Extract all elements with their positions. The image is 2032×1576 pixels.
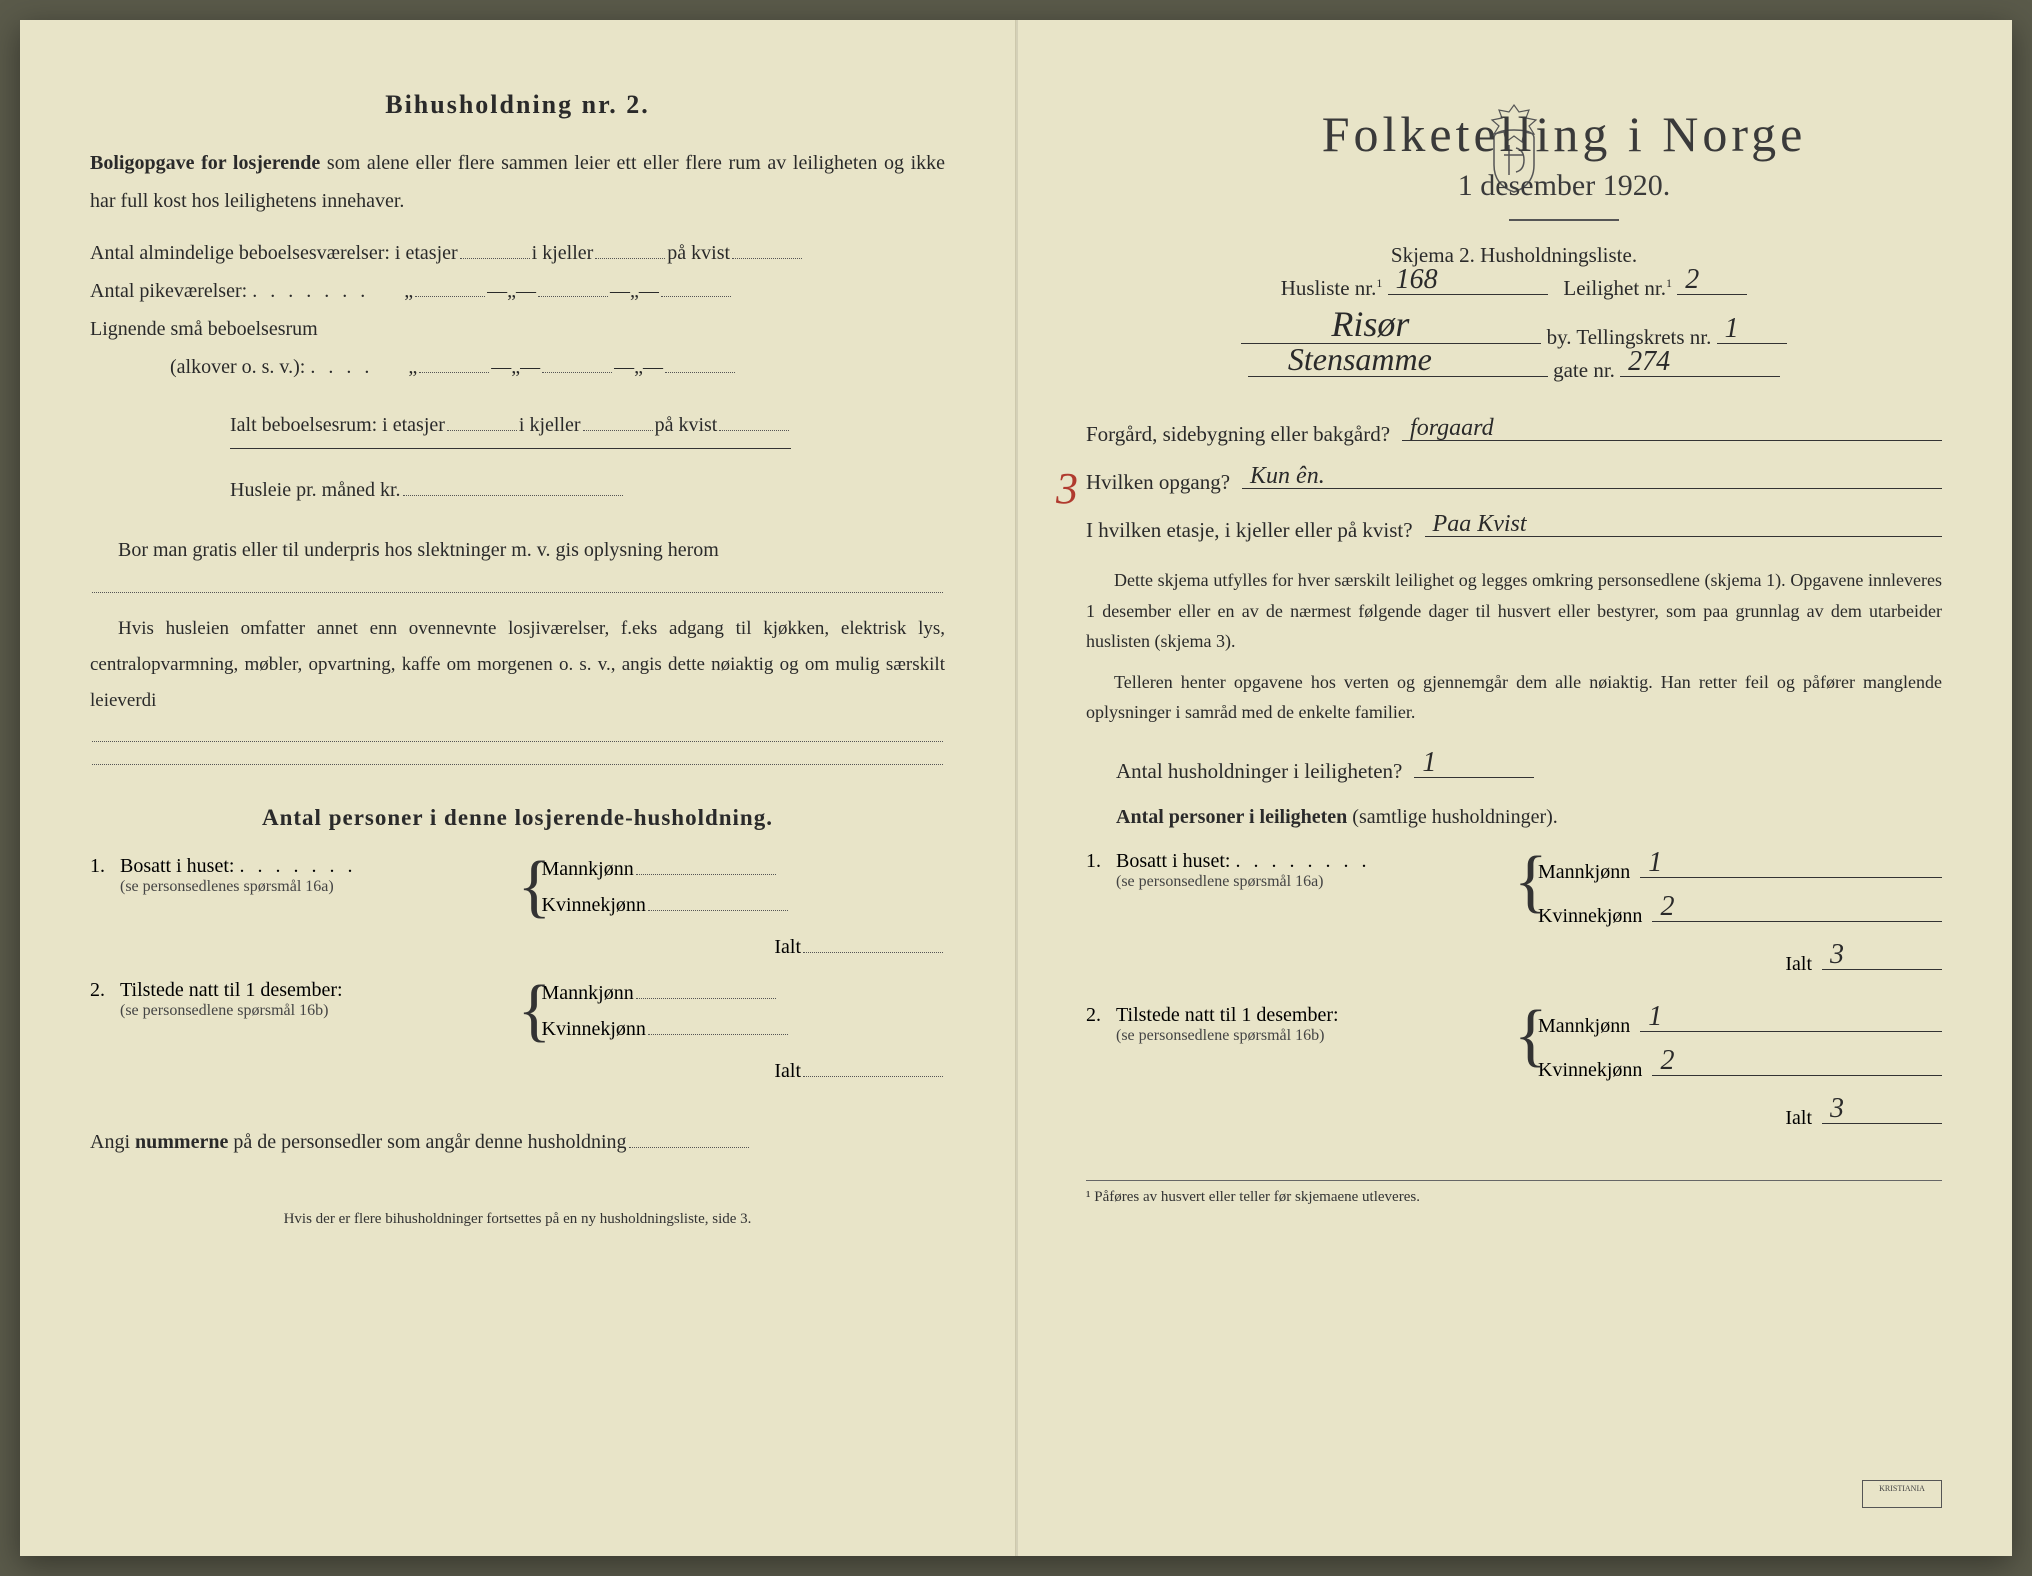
kvinne1-value: 2 (1660, 891, 1674, 923)
sub-title: 1 desember 1920. (1186, 169, 1942, 203)
printer-stamp: KRISTIANIA (1862, 1480, 1942, 1508)
angi-line: Angi nummerne på de personsedler som ang… (90, 1123, 945, 1161)
instructions-1: Dette skjema utfylles for hver særskilt … (1086, 565, 1942, 657)
leilighet-value: 2 (1685, 264, 1699, 296)
left-q1: Bosatt i huset: (120, 855, 234, 877)
left-q2: Tilstede natt til 1 desember: (120, 979, 343, 1001)
antal-hush-value: 1 (1422, 747, 1436, 779)
lignende-line2: (alkover o. s. v.): . . . . „—„——„— (170, 348, 945, 386)
left-q1-row: 1.Bosatt i huset: . . . . . . . (se pers… (90, 855, 945, 969)
by-value: Risør (1331, 303, 1409, 345)
right-q1: Bosatt i huset: (1116, 850, 1230, 872)
main-title: Folketelling i Norge (1186, 105, 1942, 163)
schema-line: Skjema 2. Husholdningsliste. (1086, 243, 1942, 268)
mann2-value: 1 (1648, 1001, 1662, 1033)
left-q2-row: 2.Tilstede natt til 1 desember: (se pers… (90, 979, 945, 1093)
boligopgave-para: Boligopgave for losjerende som alene ell… (90, 144, 945, 220)
boligopgave-bold: Boligopgave for losjerende (90, 152, 320, 174)
right-q1-sub: (se personsedlene spørsmål 16a) (1116, 873, 1514, 891)
right-footnote: ¹ Påføres av husvert eller teller før sk… (1086, 1189, 1942, 1206)
right-q2: Tilstede natt til 1 desember: (1116, 1004, 1339, 1026)
gratis-para: Bor man gratis eller til underpris hos s… (90, 531, 945, 593)
right-page: Folketelling i Norge 1 desember 1920. Sk… (1016, 20, 2012, 1556)
brace-icon: { (518, 855, 552, 918)
left-page: Bihusholdning nr. 2. Boligopgave for los… (20, 20, 1016, 1556)
ialt2-value: 3 (1830, 1093, 1844, 1125)
by-line: Risør by. Tellingskrets nr. 1 (1086, 325, 1942, 350)
kvinne2-value: 2 (1660, 1045, 1674, 1077)
brace-icon: { (518, 979, 552, 1042)
lignende-line1: Lignende små beboelsesrum (90, 310, 945, 348)
brace-icon: { (1514, 1004, 1548, 1067)
mann1-value: 1 (1648, 847, 1662, 879)
left-subheading: Antal personer i denne losjerende-hushol… (90, 805, 945, 831)
right-q1-row: 1.Bosatt i huset: . . . . . . . . (se pe… (1086, 850, 1942, 986)
etasje-value: Paa Kvist (1433, 511, 1527, 538)
gate-nr-value: 274 (1628, 346, 1670, 378)
husliste-line: Husliste nr.1 168 Leilighet nr.1 2 (1086, 276, 1942, 301)
opgang-value: Kun ên. (1250, 463, 1325, 490)
krets-value: 1 (1725, 313, 1739, 345)
left-q2-sub: (se personsedlene spørsmål 16b) (120, 1002, 518, 1020)
etasje-line: I hvilken etasje, i kjeller eller på kvi… (1086, 509, 1942, 543)
gate-line: Stensamme gate nr. 274 (1086, 358, 1942, 383)
instructions-2: Telleren henter opgavene hos verten og g… (1086, 667, 1942, 728)
antal-hush-line: Antal husholdninger i leiligheten? 1 (1116, 750, 1942, 784)
right-q2-row: 2.Tilstede natt til 1 desember: (se pers… (1086, 1004, 1942, 1140)
antal-bebo-line: Antal almindelige beboelsesværelser: i e… (90, 234, 945, 272)
left-q1-sub: (se personsedlenes spørsmål 16a) (120, 878, 518, 896)
red-annotation: 3 (1056, 463, 1078, 514)
forgard-value: forgaard (1410, 415, 1494, 442)
title-rule (1509, 219, 1619, 221)
left-heading: Bihusholdning nr. 2. (90, 90, 945, 120)
ialt1-value: 3 (1830, 939, 1844, 971)
husleie-line: Husleie pr. måned kr. (230, 471, 945, 509)
right-q2-sub: (se personsedlene spørsmål 16b) (1116, 1027, 1514, 1045)
brace-icon: { (1514, 850, 1548, 913)
pike-line: Antal pikeværelser: . . . . . . . „—„——„… (90, 272, 945, 310)
gate-name-value: Stensamme (1288, 341, 1432, 378)
husliste-value: 168 (1396, 264, 1438, 296)
antal-pers-header: Antal personer i leiligheten (samtlige h… (1116, 798, 1942, 836)
census-document: Bihusholdning nr. 2. Boligopgave for los… (20, 20, 2012, 1556)
opgang-line: Hvilken opgang? Kun ên. (1086, 461, 1942, 495)
husleien-para: Hvis husleien omfatter annet enn ovennev… (90, 611, 945, 765)
forgard-line: Forgård, sidebygning eller bakgård? forg… (1086, 413, 1942, 447)
left-footer: Hvis der er flere bihusholdninger fortse… (90, 1211, 945, 1228)
bottom-rule: ¹ Påføres av husvert eller teller før sk… (1086, 1180, 1942, 1206)
ialt-line: Ialt beboelsesrum: i etasjeri kjellerpå … (230, 406, 791, 449)
